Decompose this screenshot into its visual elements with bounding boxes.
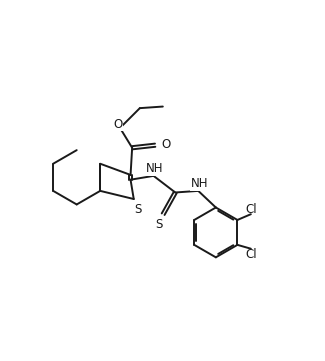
Text: O: O: [161, 138, 170, 151]
Text: Cl: Cl: [246, 248, 257, 261]
Text: S: S: [156, 218, 163, 231]
Text: S: S: [134, 203, 141, 216]
Text: Cl: Cl: [246, 203, 257, 216]
Text: NH: NH: [146, 162, 163, 175]
Text: O: O: [113, 118, 123, 131]
Text: NH: NH: [190, 177, 208, 190]
